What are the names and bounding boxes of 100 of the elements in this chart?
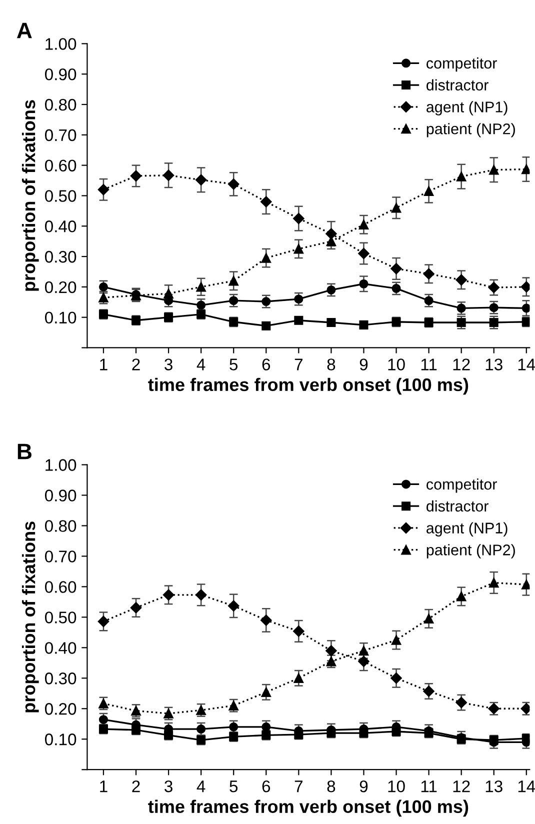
x-tick-label: 11 <box>421 358 437 370</box>
y-axis-title: proportion of fixations <box>22 100 39 291</box>
point <box>456 696 467 708</box>
y-tick-label: 0.80 <box>45 520 76 532</box>
point <box>293 212 304 224</box>
point <box>522 580 530 590</box>
x-tick-label: 9 <box>360 358 368 370</box>
point <box>195 174 207 186</box>
x-tick-label: 9 <box>360 780 368 792</box>
point <box>164 288 174 298</box>
point <box>522 164 530 174</box>
x-tick-label: 5 <box>230 358 238 370</box>
legend-label: competitor <box>426 57 497 72</box>
point <box>130 602 142 614</box>
point <box>391 203 402 213</box>
y-tick-label: 0.40 <box>45 642 76 654</box>
point <box>390 263 402 274</box>
point <box>423 686 434 697</box>
point <box>326 285 336 294</box>
x-tick-label: 13 <box>486 780 502 792</box>
y-tick-label: 0.50 <box>45 612 76 624</box>
point <box>359 728 368 738</box>
point <box>326 645 337 656</box>
y-tick-label: 0.60 <box>45 581 76 593</box>
x-tick-label: 6 <box>262 780 270 792</box>
point <box>358 646 369 656</box>
point <box>228 276 238 286</box>
x-tick-label: 10 <box>388 780 405 792</box>
chart-title: B <box>18 444 32 460</box>
point <box>293 626 304 637</box>
point <box>294 244 304 254</box>
y-tick-label: 0.40 <box>45 220 76 232</box>
point <box>456 274 467 286</box>
chart-title: A <box>16 22 32 38</box>
x-axis-title: time frames from verb onset (100 ms) <box>148 378 468 395</box>
y-tick-label: 0.80 <box>45 98 76 111</box>
legend-label: patient (NP2) <box>426 544 515 558</box>
y-tick-label: 0.30 <box>45 250 76 263</box>
y-tick-label: 0.20 <box>45 703 76 715</box>
x-tick-label: 5 <box>230 780 238 792</box>
point <box>195 589 207 601</box>
point <box>358 656 370 667</box>
legend-label: agent (NP1) <box>426 522 508 536</box>
legend-label: distractor <box>426 500 488 512</box>
point <box>456 592 466 602</box>
point <box>162 170 174 181</box>
x-tick-label: 1 <box>100 358 108 370</box>
x-tick-label: 4 <box>196 780 206 792</box>
legend-label: distractor <box>426 79 488 91</box>
point <box>196 724 206 734</box>
x-tick-label: 6 <box>262 358 270 370</box>
x-axis-title: time frames from verb onset (100 ms) <box>148 800 468 817</box>
point <box>130 170 142 182</box>
y-tick-label: 1.00 <box>46 459 76 471</box>
x-tick-label: 4 <box>196 358 206 370</box>
point <box>260 196 272 208</box>
x-tick-label: 7 <box>294 358 302 370</box>
y-axis-title: proportion of fixations <box>22 522 39 712</box>
point <box>392 726 401 736</box>
x-tick-label: 8 <box>327 780 336 792</box>
y-tick-label: 0.50 <box>45 190 76 202</box>
y-tick-label: 0.90 <box>45 490 76 502</box>
x-tick-label: 10 <box>388 358 405 370</box>
x-tick-label: 2 <box>132 780 140 792</box>
legend-label: agent (NP1) <box>426 101 508 116</box>
point <box>424 296 434 306</box>
point <box>260 614 272 626</box>
x-tick-label: 2 <box>132 358 140 370</box>
y-tick-label: 0.10 <box>45 312 76 324</box>
point <box>261 253 271 263</box>
point <box>294 316 304 325</box>
point <box>489 164 499 175</box>
point <box>229 722 238 732</box>
point <box>522 304 530 313</box>
point <box>423 268 434 280</box>
point <box>294 294 304 304</box>
point <box>228 600 240 612</box>
y-tick-label: 0.20 <box>45 281 76 294</box>
point <box>196 282 206 292</box>
point <box>98 184 110 196</box>
y-tick-label: 0.70 <box>45 550 76 562</box>
legend-label: competitor <box>426 478 497 493</box>
point <box>261 687 271 698</box>
x-tick-label: 12 <box>453 358 470 370</box>
point <box>98 616 110 628</box>
x-tick-label: 3 <box>164 358 172 370</box>
point <box>391 635 402 645</box>
y-tick-label: 0.30 <box>45 672 76 684</box>
x-tick-label: 3 <box>164 780 172 792</box>
point <box>294 673 304 684</box>
point <box>98 715 108 724</box>
point <box>229 296 238 306</box>
y-tick-label: 0.10 <box>45 734 76 746</box>
x-tick-label: 11 <box>421 780 437 792</box>
y-tick-label: 0.90 <box>45 68 76 80</box>
x-tick-label: 7 <box>294 780 302 792</box>
x-tick-label: 8 <box>327 358 336 370</box>
point <box>456 172 466 182</box>
y-tick-label: 1.00 <box>46 38 76 50</box>
point <box>390 672 402 684</box>
